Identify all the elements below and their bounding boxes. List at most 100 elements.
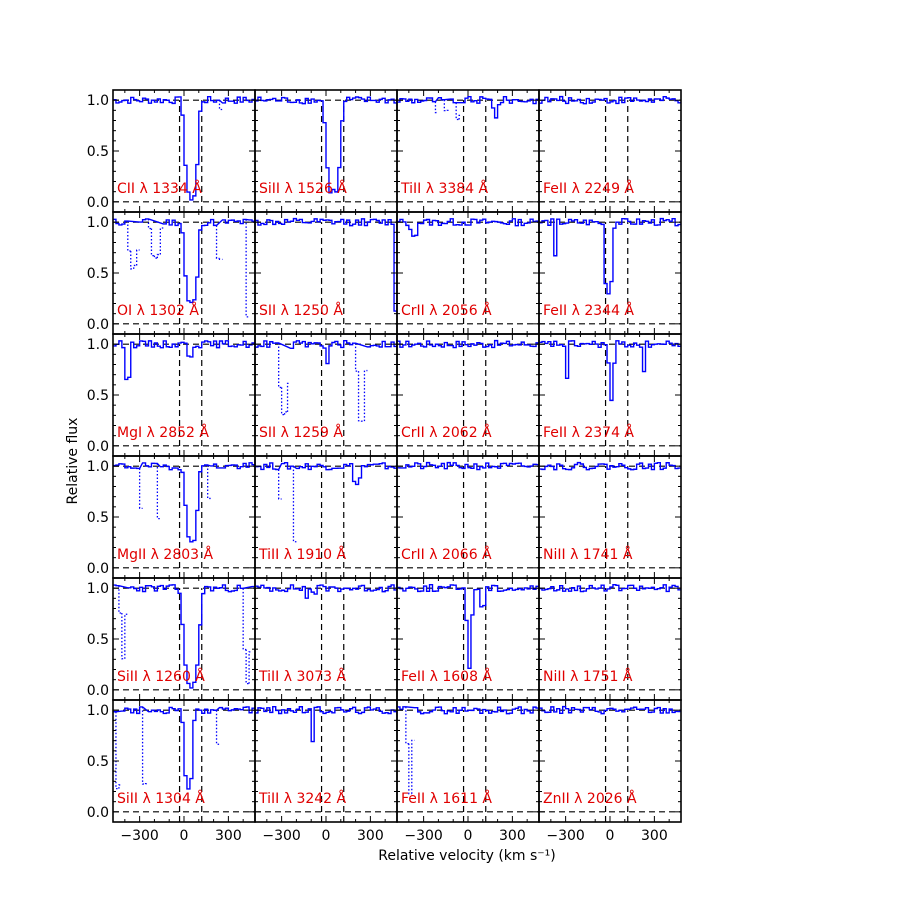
y-tick-label: 0.5 [87, 632, 109, 648]
ion-label: SiII λ 1260 Å [117, 668, 205, 685]
panel-feii-2249: FeII λ 2249 Å [538, 89, 682, 213]
ion-label: CrII λ 2066 Å [401, 546, 492, 563]
ion-label: CrII λ 2056 Å [401, 302, 492, 319]
y-tick-label: 1.0 [87, 459, 109, 475]
y-tick-label: 0.5 [87, 388, 109, 404]
y-tick-label: 0.5 [87, 754, 109, 770]
ion-label: SiII λ 1526 Å [259, 180, 347, 197]
blended-spectrum-line [278, 343, 368, 422]
y-tick-label: 0.0 [87, 317, 109, 333]
spectrum-line [255, 706, 397, 743]
ion-label: NiII λ 1751 Å [543, 668, 633, 685]
x-tick-label: 0 [180, 828, 189, 844]
ion-label: SII λ 1250 Å [259, 302, 343, 319]
spectrum-line [539, 95, 681, 105]
y-tick-label: 1.0 [87, 337, 109, 353]
ion-label: FeII λ 2374 Å [543, 424, 634, 441]
panel-niii-1751: NiII λ 1751 Å [538, 577, 682, 701]
x-tick-label: −300 [546, 828, 584, 844]
spectrum-line [255, 217, 397, 312]
spectrum-line [397, 461, 539, 471]
panel-siii-1260: 0.0 0.5 1.0 SiII λ 1260 Å [87, 577, 256, 701]
blended-spectrum-line [118, 585, 253, 685]
spectrum-line [255, 340, 397, 365]
spectrum-line [539, 217, 681, 295]
ion-label: TiII λ 3073 Å [258, 668, 347, 685]
panel-tiii-3073: TiII λ 3073 Å [254, 577, 398, 701]
spectrum-line [539, 461, 681, 471]
panel-tiii-3242: −300 0 300 TiII λ 3242 Å [254, 699, 398, 844]
spectrum-line [113, 706, 255, 790]
ion-label: MgI λ 2852 Å [117, 424, 209, 441]
spectrum-line [397, 339, 539, 349]
panel-crii-2056: CrII λ 2056 Å [396, 211, 540, 335]
ion-label: CII λ 1334 Å [117, 180, 202, 197]
ion-label: MgII λ 2803 Å [117, 546, 213, 563]
x-tick-label: −300 [262, 828, 300, 844]
ion-label: TiII λ 1910 Å [258, 546, 347, 563]
spectrum-line [113, 218, 255, 304]
blended-spectrum-line [405, 706, 415, 795]
spectrum-line [113, 340, 255, 381]
spectrum-line [539, 340, 681, 402]
panel-tiii-3384: TiII λ 3384 Å [396, 89, 540, 213]
x-tick-label: 300 [215, 828, 242, 844]
panel-crii-2066: CrII λ 2066 Å [396, 455, 540, 579]
x-tick-label: 0 [322, 828, 331, 844]
blended-spectrum-line [278, 466, 297, 543]
panel-niii-1741: NiII λ 1741 Å [538, 455, 682, 579]
ion-label: SII λ 1259 Å [259, 424, 343, 441]
y-tick-label: 0.0 [87, 439, 109, 455]
spectrum-line [539, 583, 681, 593]
spectrum-line [113, 462, 255, 543]
blended-spectrum-line [115, 706, 220, 790]
y-tick-label: 0.0 [87, 195, 109, 211]
panel-sii-1259: SII λ 1259 Å [254, 333, 398, 457]
x-axis-title: Relative velocity (km s⁻¹) [378, 848, 556, 864]
panel-feii-1608: FeII λ 1608 Å [396, 577, 540, 701]
x-tick-label: 0 [464, 828, 473, 844]
ion-label: OI λ 1302 Å [117, 302, 199, 319]
y-tick-label: 1.0 [87, 215, 109, 231]
panel-crii-2062: CrII λ 2062 Å [396, 333, 540, 457]
ion-label: TiII λ 3242 Å [258, 790, 347, 807]
spectrum-line [539, 705, 681, 715]
x-tick-label: −300 [120, 828, 158, 844]
y-tick-label: 0.5 [87, 144, 109, 160]
ion-label: FeII λ 1608 Å [401, 668, 492, 685]
panel-mgi-2852: 0.0 0.5 1.0 MgI λ 2852 Å [87, 333, 256, 457]
ion-label: ZnII λ 2026 Å [543, 790, 637, 807]
panel-siii-1526: SiII λ 1526 Å [254, 89, 398, 213]
ion-label: CrII λ 2062 Å [401, 424, 492, 441]
spectrum-line [255, 96, 397, 194]
panel-sii-1250: SII λ 1250 Å [254, 211, 398, 335]
panel-tiii-1910: TiII λ 1910 Å [254, 455, 398, 579]
spectrum-line [397, 584, 539, 670]
panel-siii-1304: 0.0 0.5 1.0 −300 0 300 SiII λ 1304 Å [87, 699, 256, 844]
x-tick-label: 300 [499, 828, 526, 844]
x-tick-label: 300 [641, 828, 668, 844]
panel-mgii-2803: 0.0 0.5 1.0 MgII λ 2803 Å [87, 455, 256, 579]
blended-spectrum-line [218, 100, 223, 111]
panel-znii-2026: −300 0 300 ZnII λ 2026 Å [538, 699, 682, 844]
spectrum-line [113, 96, 255, 201]
spectrum-line [397, 706, 539, 715]
x-tick-label: −300 [404, 828, 442, 844]
spectrum-line [255, 584, 397, 599]
x-tick-label: 0 [606, 828, 615, 844]
panels-layer: 0.0 0.5 1.0 CII λ 1334 Å SiII λ 1526 Å TiII λ… [87, 89, 682, 844]
spectrum-line [113, 584, 255, 689]
panel-feii-2374: FeII λ 2374 Å [538, 333, 682, 457]
ion-label: FeII λ 2249 Å [543, 180, 634, 197]
y-tick-label: 0.0 [87, 683, 109, 699]
y-tick-label: 0.5 [87, 510, 109, 526]
panel-oi-1302: 0.0 0.5 1.0 OI λ 1302 Å [87, 211, 256, 335]
x-tick-label: 300 [357, 828, 384, 844]
panel-feii-1611: −300 0 300 FeII λ 1611 Å [396, 699, 540, 844]
ion-label: SiII λ 1304 Å [117, 790, 205, 807]
ion-label: FeII λ 2344 Å [543, 302, 634, 319]
y-tick-label: 1.0 [87, 93, 109, 109]
y-tick-label: 1.0 [87, 703, 109, 719]
panel-feii-2344: FeII λ 2344 Å [538, 211, 682, 335]
